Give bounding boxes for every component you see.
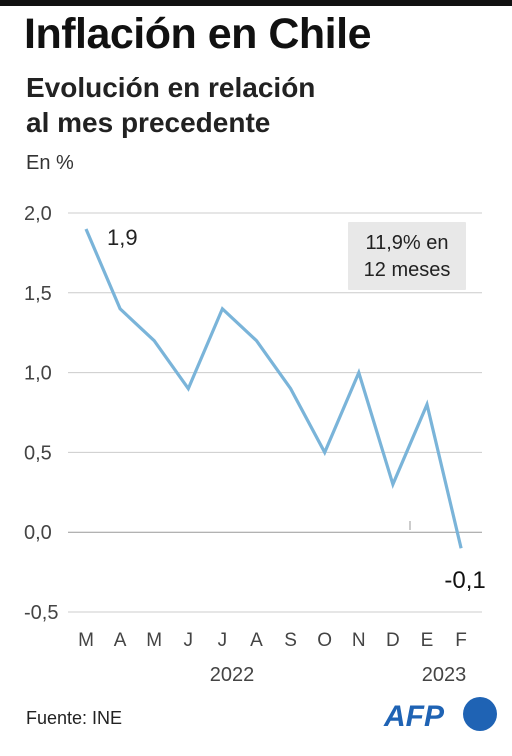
x-tick-label: J — [218, 630, 228, 651]
year-label: 2023 — [422, 664, 467, 686]
y-tick-label: 0,0 — [24, 522, 52, 544]
x-tick-label: D — [386, 630, 400, 651]
y-tick-labels: 2,0 1,5 1,0 0,5 0,0 -0,5 — [24, 203, 58, 624]
y-tick-label: 1,5 — [24, 283, 52, 305]
x-tick-label: S — [284, 630, 297, 651]
x-tick-label: M — [78, 630, 94, 651]
y-tick-label: 2,0 — [24, 203, 52, 225]
x-tick-label: A — [250, 630, 263, 651]
year-labels: 2022 2023 — [210, 664, 467, 686]
x-tick-label: O — [317, 630, 332, 651]
afp-logo-text: AFP — [383, 700, 445, 733]
x-tick-label: M — [146, 630, 162, 651]
subtitle-line-2: al mes precedente — [26, 107, 271, 138]
annotation-line-2: 12 meses — [364, 259, 451, 281]
series-polyline — [84, 228, 463, 549]
annotation-background — [348, 222, 466, 290]
y-tick-label: 1,0 — [24, 363, 52, 385]
chart-title: Inflación en Chile — [24, 10, 372, 58]
y-tick-label: -0,5 — [24, 602, 58, 624]
y-tick-label: 0,5 — [24, 442, 52, 464]
afp-logo-circle — [463, 697, 497, 731]
top-rule — [0, 0, 512, 6]
annotation-line-1: 11,9% en — [365, 232, 448, 254]
year-label: 2022 — [210, 664, 255, 686]
data-labels: 1,9 -0,1 — [107, 225, 486, 594]
x-tick-label: A — [114, 630, 127, 651]
source-text: Fuente: INE — [26, 708, 123, 728]
data-label: -0,1 — [444, 567, 485, 594]
series-line — [84, 228, 463, 549]
chart-subtitle: Evolución en relación al mes precedente — [26, 70, 315, 140]
data-label: 1,9 — [107, 225, 138, 250]
subtitle-line-1: Evolución en relación — [26, 72, 316, 103]
x-tick-label: N — [352, 630, 366, 651]
x-tick-label: J — [184, 630, 194, 651]
x-tick-label: E — [421, 630, 434, 651]
x-tick-label: F — [455, 630, 467, 651]
annotation-box: 11,9% en 12 meses — [348, 222, 466, 290]
gridlines — [68, 212, 482, 613]
unit-label: En % — [26, 152, 74, 174]
afp-logo: AFP — [383, 697, 497, 733]
